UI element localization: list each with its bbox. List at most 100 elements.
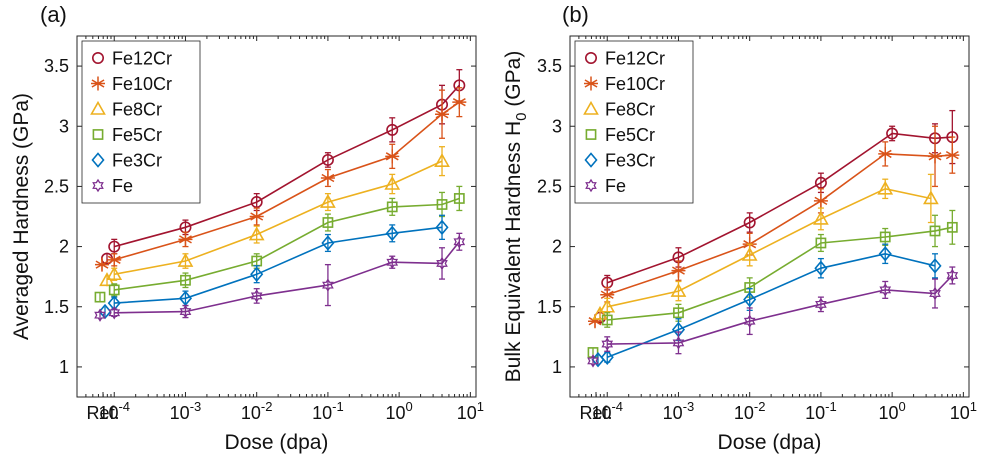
legend-label: Fe3Cr [112, 151, 162, 171]
data-point [248, 226, 265, 241]
marker-triangle [741, 246, 758, 261]
data-point [815, 237, 827, 249]
marker-hexagram [386, 255, 399, 269]
reference-point [99, 272, 115, 287]
marker-square [946, 221, 958, 233]
marker-square [386, 201, 398, 213]
y-axis-label: Bulk Equivalent Hardness H0 (GPa) [502, 51, 530, 383]
marker-asterisk [91, 76, 105, 91]
legend-label: Fe [605, 176, 626, 196]
data-point [929, 225, 941, 237]
marker-triangle [592, 305, 608, 320]
marker-triangle [90, 100, 106, 115]
x-tick-label: 10-3 [170, 399, 202, 423]
marker-square [879, 231, 891, 243]
marker-square [453, 193, 465, 204]
x-tick-label: 101 [950, 399, 977, 423]
data-point [178, 232, 193, 247]
marker-circle [92, 51, 105, 64]
marker-hexagram [929, 286, 941, 301]
marker-diamond [814, 260, 828, 276]
data-point [743, 314, 756, 328]
marker-diamond [321, 235, 335, 251]
marker-circle [321, 153, 334, 166]
data-point [671, 263, 686, 278]
data-point [107, 252, 122, 267]
legend-label: Fe8Cr [605, 100, 655, 120]
marker-triangle [320, 193, 336, 208]
marker-hexagram [879, 283, 892, 297]
legend-label: Fe12Cr [112, 49, 172, 69]
marker-hexagram [179, 304, 192, 319]
marker-hexagram [94, 308, 106, 322]
series-line [114, 160, 443, 276]
marker-diamond [878, 246, 892, 262]
data-point [108, 240, 121, 253]
marker-triangle [670, 282, 687, 297]
series-fe [94, 232, 466, 322]
data-point [813, 193, 828, 208]
data-point [453, 235, 466, 249]
marker-diamond [91, 152, 105, 168]
panel-title: (b) [562, 2, 589, 27]
marker-square [108, 284, 120, 296]
reference-point [587, 354, 599, 368]
marker-hexagram [108, 306, 121, 320]
marker-asterisk [95, 257, 109, 272]
marker-circle [386, 123, 399, 136]
series-fe10cr [588, 125, 960, 329]
data-point [386, 123, 399, 136]
data-point [879, 231, 891, 243]
y-axis-label: Averaged Hardness (GPa) [10, 93, 33, 340]
marker-hexagram [672, 336, 685, 350]
legend-label: Fe5Cr [605, 125, 655, 145]
legend-entry: Fe [92, 176, 133, 196]
legend-label: Fe3Cr [605, 151, 655, 171]
y-tick-label: 1 [552, 357, 562, 377]
marker-square [929, 225, 941, 237]
marker-asterisk [584, 76, 598, 91]
data-point [670, 282, 687, 297]
legend-entry: Fe8Cr [90, 100, 162, 120]
marker-circle [108, 240, 121, 253]
data-point [673, 307, 684, 319]
data-point [946, 221, 958, 233]
marker-square [94, 291, 106, 303]
marker-hexagram [92, 178, 104, 193]
data-point [743, 291, 757, 308]
legend-entry: Fe [585, 176, 626, 196]
marker-asterisk [945, 148, 960, 163]
data-point [600, 287, 615, 302]
series-fe3cr [591, 243, 942, 368]
marker-triangle [248, 226, 265, 241]
data-point [386, 201, 398, 213]
reference-point [95, 257, 109, 272]
data-point [321, 153, 334, 166]
series-line [114, 226, 443, 304]
x-tick-label: 101 [457, 399, 484, 423]
series-fe5cr [94, 185, 465, 303]
marker-hexagram [585, 178, 597, 193]
marker-diamond [928, 258, 942, 274]
x-axis-label: Dose (dpa) [225, 431, 329, 454]
x-tick-label: 100 [879, 399, 906, 423]
data-point [386, 255, 399, 269]
marker-circle [250, 196, 263, 209]
data-point [434, 153, 450, 167]
marker-diamond [600, 349, 614, 366]
x-tick-label: 10-2 [734, 399, 766, 423]
marker-triangle [434, 153, 450, 167]
data-point [923, 190, 939, 205]
y-tick-label: 2 [552, 237, 562, 257]
data-point [321, 235, 335, 251]
data-point [814, 176, 827, 189]
marker-triangle [877, 180, 894, 195]
data-point [249, 209, 264, 224]
plot-area-frame [569, 35, 970, 398]
marker-hexagram [815, 297, 827, 312]
marker-square [815, 237, 827, 249]
marker-asterisk [385, 149, 400, 164]
marker-circle [886, 127, 899, 140]
